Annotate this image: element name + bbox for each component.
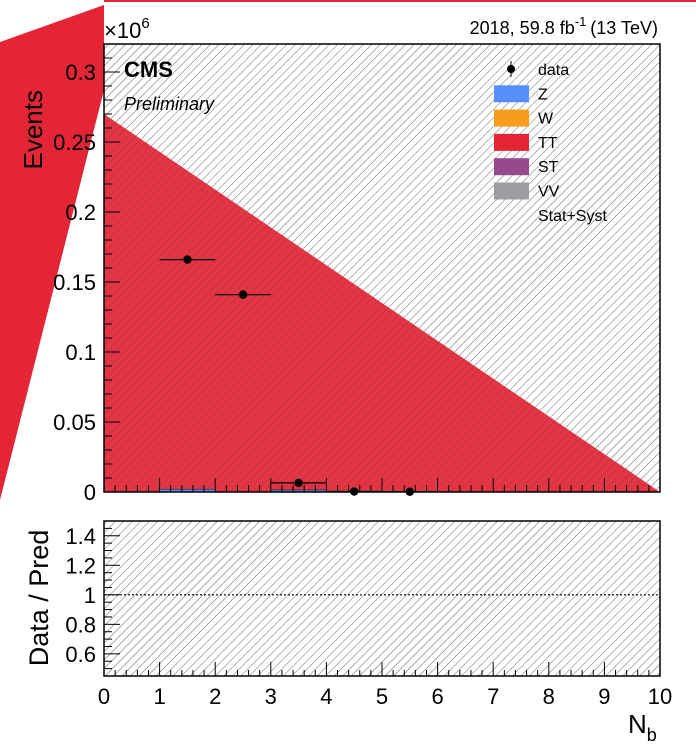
left-overflow-shape [0,5,104,500]
data-point [183,255,192,264]
main-x-ticks [103,478,661,492]
legend-swatch-tt [494,133,529,151]
main-y-tick-label: 0.1 [65,340,96,365]
ratio-panel: 0 1 2 3 4 5 6 7 8 9 10 0.6 0.8 1 1.2 1.4 [65,520,672,709]
legend-data-marker [507,65,515,73]
x-tick-label: 4 [320,684,332,709]
main-y-tick-label: 0 [84,480,96,505]
x-tick-label: 7 [487,684,499,709]
main-y-axis-label: Events [18,90,48,170]
main-y-tick-label: 0.15 [53,270,96,295]
x-tick-label: 9 [598,684,610,709]
legend: data ZW TT ST VV Stat+Syst [494,61,607,225]
main-y-tick-label: 0.2 [65,200,96,225]
x-tick-label: 1 [153,684,165,709]
x-tick-label: 5 [376,684,388,709]
main-y-tick-label: 0.25 [53,130,96,155]
data-point [294,478,303,488]
ratio-y-tick-label: 1 [84,583,96,608]
x-axis-title-text: Nb [628,709,657,745]
main-y-tick-label: 0.05 [53,410,96,435]
ratio-uncertainty-hatch [104,521,660,676]
lumi-label: 2018, 59.8 fb-1 (13 TeV) [470,14,658,38]
ratio-y-tick-label: 0.6 [65,642,96,667]
x-axis-title: Nb [628,709,657,745]
legend-swatch-st [494,158,529,176]
legend-label-w: W [538,111,554,128]
cms-label: CMS [124,57,173,82]
legend-label-data: data [538,62,569,79]
ratio-y-tick-label: 1.2 [65,553,96,578]
legend-label-st: ST [538,159,559,176]
y-multiplier: ×106 [104,15,150,43]
x-tick-label: 2 [209,684,221,709]
x-tick-label: 0 [98,684,110,709]
preliminary-label: Preliminary [124,94,215,114]
ratio-y-ticks: 0.6 0.8 1 1.2 1.4 [65,520,120,670]
tt-band-hatch-overlay [104,114,660,492]
main-panel: 0 0.05 0.1 0.15 0.2 0.25 0.3 [0,5,661,505]
main-y-ticks: 0 0.05 0.1 0.15 0.2 0.25 0.3 [53,43,120,505]
legend-label-tt: TT [538,135,558,152]
legend-swatch-vv [494,182,529,200]
ratio-y-axis-label: Data / Pred [24,530,54,667]
x-tick-label: 6 [431,684,443,709]
ratio-x-ticks: 0 1 2 3 4 5 6 7 8 9 10 [98,662,672,709]
ratio-y-tick-label: 1.4 [65,524,96,549]
main-y-tick-label: 0.3 [65,60,96,85]
legend-swatch-w [494,109,529,127]
x-tick-label: 10 [648,684,672,709]
legend-label-vv: VV [538,184,560,201]
legend-label-unc: Stat+Syst [538,208,607,225]
x-tick-label: 8 [543,684,555,709]
legend-swatch-z [494,85,529,103]
data-point [238,290,248,299]
ratio-y-tick-label: 0.8 [65,612,96,637]
legend-label-z: Z [538,86,548,103]
x-tick-label: 3 [265,684,277,709]
